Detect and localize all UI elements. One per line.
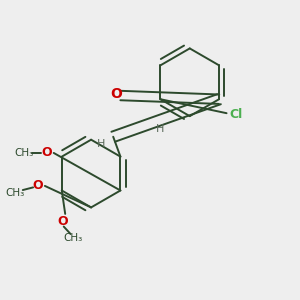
Text: O: O (32, 179, 43, 192)
Text: H: H (156, 124, 164, 134)
Text: CH₃: CH₃ (6, 188, 25, 198)
Text: CH₃: CH₃ (64, 233, 83, 243)
Text: CH₃: CH₃ (15, 148, 34, 158)
Text: O: O (57, 215, 68, 228)
Text: O: O (41, 146, 52, 159)
Text: Cl: Cl (230, 108, 243, 121)
Text: H: H (97, 139, 106, 149)
Text: O: O (110, 87, 122, 101)
